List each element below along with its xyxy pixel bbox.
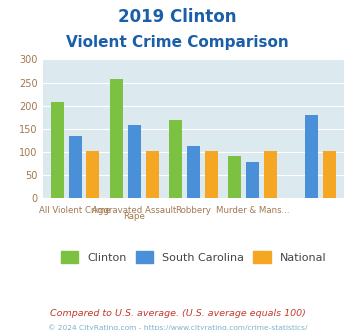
- Bar: [228, 156, 241, 198]
- Bar: [69, 136, 82, 198]
- Bar: [146, 151, 159, 198]
- Text: Robbery: Robbery: [175, 206, 212, 215]
- Bar: [323, 151, 336, 198]
- Text: Aggravated Assault: Aggravated Assault: [92, 206, 176, 215]
- Bar: [169, 120, 182, 198]
- Text: Rape: Rape: [124, 212, 145, 221]
- Text: © 2024 CityRating.com - https://www.cityrating.com/crime-statistics/: © 2024 CityRating.com - https://www.city…: [48, 324, 307, 330]
- Text: 2019 Clinton: 2019 Clinton: [118, 8, 237, 26]
- Text: Murder & Mans...: Murder & Mans...: [216, 206, 289, 215]
- Bar: [187, 146, 200, 198]
- Text: All Violent Crime: All Violent Crime: [39, 206, 111, 215]
- Legend: Clinton, South Carolina, National: Clinton, South Carolina, National: [56, 247, 331, 267]
- Bar: [305, 115, 318, 198]
- Bar: [264, 151, 277, 198]
- Bar: [246, 162, 259, 198]
- Bar: [128, 125, 141, 198]
- Text: Compared to U.S. average. (U.S. average equals 100): Compared to U.S. average. (U.S. average …: [50, 309, 305, 317]
- Bar: [51, 102, 64, 198]
- Bar: [110, 79, 123, 198]
- Text: Violent Crime Comparison: Violent Crime Comparison: [66, 35, 289, 50]
- Bar: [86, 151, 99, 198]
- Bar: [205, 151, 218, 198]
